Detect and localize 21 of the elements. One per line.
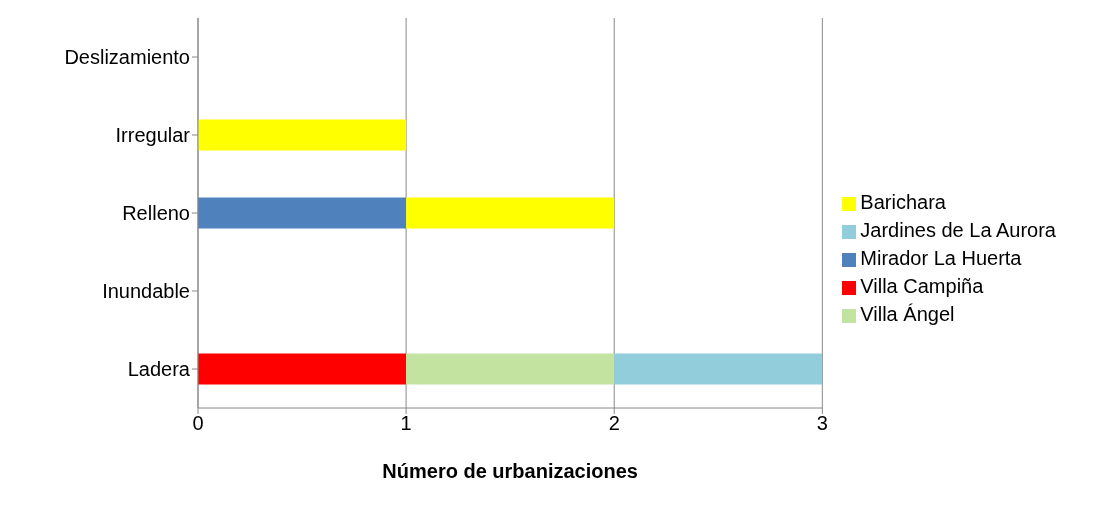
y-tick-label: Ladera bbox=[127, 358, 191, 381]
bar bbox=[614, 353, 823, 385]
bar bbox=[406, 197, 615, 229]
x-tick-label: 2 bbox=[608, 412, 620, 435]
x-tick-label: 3 bbox=[816, 412, 828, 435]
y-tick-label: Deslizamiento bbox=[64, 46, 190, 69]
x-tick-label: 1 bbox=[400, 412, 412, 435]
bar bbox=[406, 353, 615, 385]
x-tick-label: 0 bbox=[192, 412, 204, 435]
y-tick-label: Relleno bbox=[122, 202, 190, 225]
bar bbox=[198, 197, 407, 229]
bar bbox=[198, 119, 407, 151]
legend-label: Villa Campiña bbox=[860, 275, 984, 297]
legend-label: Jardines de La Aurora bbox=[860, 219, 1056, 241]
legend-label: Barichara bbox=[860, 191, 946, 213]
y-tick-label: Inundable bbox=[102, 280, 190, 303]
legend-label: Mirador La Huerta bbox=[860, 247, 1022, 269]
y-tick-label: Irregular bbox=[115, 124, 191, 147]
x-axis-title: Número de urbanizaciones bbox=[382, 460, 638, 482]
legend-label: Villa Ángel bbox=[860, 303, 955, 325]
bar bbox=[198, 353, 407, 385]
